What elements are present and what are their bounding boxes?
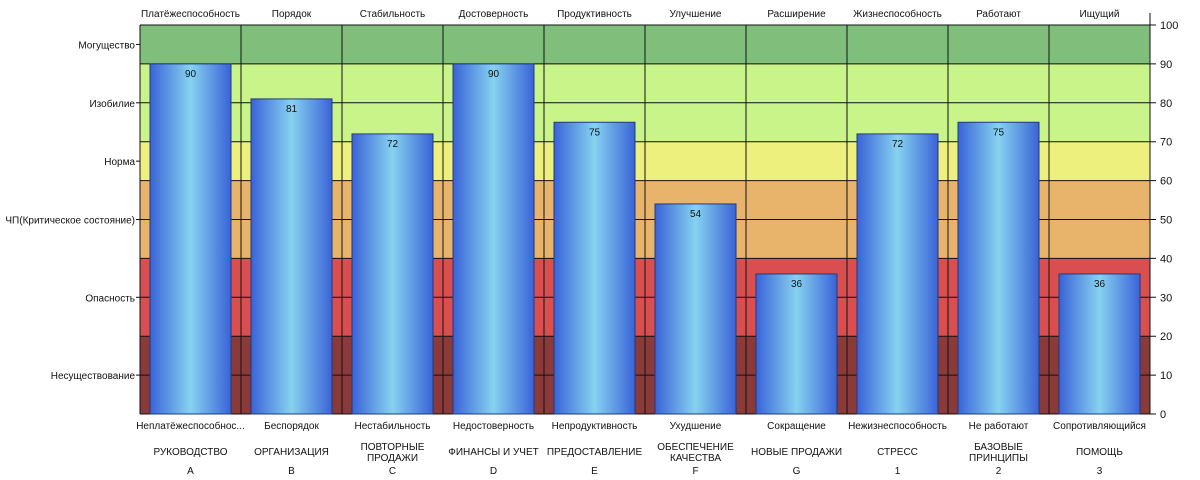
bar: [351, 133, 434, 415]
y-tick-label: 90: [1160, 59, 1172, 71]
zone-label: Несуществование: [51, 371, 136, 382]
department-label: ОБЕСПЕЧЕНИЕ КАЧЕСТВА: [657, 442, 734, 464]
bar-value-label: 81: [286, 104, 298, 115]
category-bottom-label: Недостоверность: [453, 421, 534, 432]
bar: [654, 203, 737, 415]
y-tick-label: 50: [1160, 215, 1172, 227]
category-bottom-label: Сокращение: [767, 421, 826, 432]
category-top-label: Расширение: [767, 9, 826, 20]
bar-value-label: 54: [690, 209, 702, 220]
bar: [553, 121, 636, 415]
zone-label: Опасность: [85, 293, 135, 304]
department-code: 2: [996, 466, 1002, 477]
department-code: B: [288, 466, 295, 477]
category-top-label: Жизнеспособность: [853, 8, 942, 20]
y-tick-label: 60: [1160, 176, 1172, 188]
bar: [755, 273, 838, 415]
y-tick-label: 80: [1160, 98, 1172, 110]
bar-value-label: 75: [589, 127, 601, 138]
category-bottom-label: Ухудшение: [670, 421, 722, 432]
department-label: ПОВТОРНЫЕ ПРОДАЖИ: [361, 442, 425, 464]
category-top-label: Платёжеспособность: [141, 8, 240, 20]
y-tick-label: 20: [1160, 331, 1172, 343]
y-tick-label: 100: [1160, 20, 1178, 32]
zone-label: Изобилие: [89, 98, 135, 110]
y-tick-label: 0: [1160, 409, 1166, 421]
department-code: C: [389, 466, 396, 477]
department-label: ОРГАНИЗАЦИЯ: [254, 447, 329, 458]
category-top-label: Продуктивность: [557, 9, 632, 20]
bar-value-label: 36: [1094, 279, 1106, 290]
department-label: НОВЫЕ ПРОДАЖИ: [751, 447, 842, 458]
category-bottom-label: Непродуктивность: [552, 421, 638, 432]
department-code: D: [490, 466, 497, 477]
category-bottom-label: Не работают: [969, 420, 1029, 432]
bar: [957, 121, 1040, 415]
bar-value-label: 36: [791, 279, 803, 290]
department-code: E: [591, 466, 598, 477]
bar-value-label: 72: [892, 139, 904, 150]
bar-value-label: 90: [488, 69, 500, 80]
category-bottom-label: Беспорядок: [264, 421, 319, 432]
category-bottom-label: Нестабильность: [354, 420, 430, 432]
bars: [149, 63, 1141, 415]
department-code: G: [793, 466, 801, 477]
bar-value-label: 90: [185, 69, 197, 80]
category-top-label: Улучшение: [670, 9, 722, 20]
labels: Несуществование Опасность ЧП(Критическое с…: [5, 8, 1178, 477]
category-bottom-label: Нежизнеспособность: [848, 420, 947, 432]
bar: [149, 63, 232, 415]
department-label: РУКОВОДСТВО: [153, 447, 227, 458]
bar: [250, 98, 333, 415]
department-code: 1: [895, 466, 901, 477]
y-tick-label: 70: [1160, 137, 1172, 149]
category-top-label: Работают: [976, 8, 1021, 20]
department-label: БАЗОВЫЕ ПРИНЦИПЫ: [969, 442, 1028, 464]
category-bottom-label: Сопротивляющийся: [1053, 421, 1146, 432]
bar: [1058, 273, 1141, 415]
category-top-label: Порядок: [272, 9, 312, 20]
department-code: F: [692, 466, 698, 477]
bar-value-label: 75: [993, 127, 1005, 138]
y-tick-label: 40: [1160, 253, 1172, 265]
y-tick-label: 10: [1160, 370, 1172, 382]
zone-label: Норма: [104, 157, 135, 168]
zone-label: ЧП(Критическое состояние): [5, 216, 135, 227]
bar: [856, 133, 939, 415]
department-code: A: [187, 466, 194, 477]
bar-value-label: 72: [387, 139, 399, 150]
department-label: ПОМОЩЬ: [1076, 447, 1123, 458]
department-code: 3: [1097, 466, 1103, 477]
category-top-label: Стабильность: [360, 8, 425, 20]
department-label: ПРЕДОСТАВЛЕНИЕ: [547, 447, 643, 458]
bar: [452, 63, 535, 415]
category-top-label: Достоверность: [459, 9, 529, 20]
category-top-label: Ищущий: [1080, 9, 1120, 20]
department-label: СТРЕСС: [877, 447, 918, 458]
category-bottom-label: Неплатёжеспособнос...: [136, 420, 245, 432]
department-label: ФИНАНСЫ И УЧЕТ: [448, 447, 539, 458]
y-tick-label: 30: [1160, 292, 1172, 304]
zone-label: Могущество: [78, 40, 135, 51]
